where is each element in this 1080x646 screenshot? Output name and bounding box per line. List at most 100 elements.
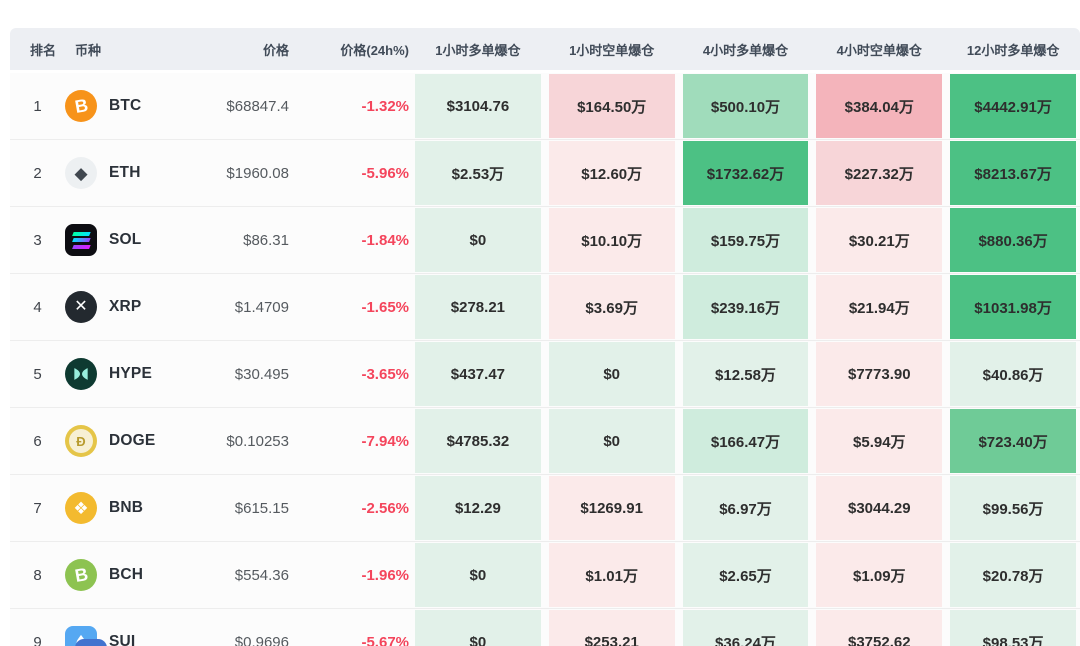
eth-icon: ◆	[65, 157, 97, 189]
rank-cell: 7	[33, 499, 42, 517]
liq-1h-short-cell: $0	[545, 408, 679, 474]
header-1h-long-liq: 1小时多单爆仓	[435, 42, 521, 58]
liq-12h-long-cell: $4442.91万	[946, 73, 1080, 139]
table-row[interactable]: 4 ✕ XRP $1.4709 -1.65% $278.21 $3.69万 $239…	[10, 274, 1080, 341]
rank-cell: 5	[33, 365, 42, 383]
hype-icon	[65, 358, 97, 390]
coin-cell: SOL	[65, 207, 215, 273]
liq-1h-long-cell: $2.53万	[411, 140, 545, 206]
table-row[interactable]: 5 HYPE $30.495 -3.65% $437.47 $0 $12.58万 $7…	[10, 341, 1080, 408]
liq-12h-long-cell: $20.78万	[946, 542, 1080, 608]
liq-4h-long-cell: $36.24万	[679, 609, 813, 646]
change-24h-cell: -2.56%	[361, 499, 409, 517]
liq-4h-short-cell: $30.21万	[812, 207, 946, 273]
liq-12h-long-cell: $8213.67万	[946, 140, 1080, 206]
liq-1h-short-cell: $1.01万	[545, 542, 679, 608]
liq-1h-long-cell: $4785.32	[411, 408, 545, 474]
liq-1h-short-cell: $12.60万	[545, 140, 679, 206]
table-header-row: 排名 币种 价格 价格(24h%) 1小时多单爆仓 1小时空单爆仓 4小时多单爆…	[10, 28, 1080, 70]
liq-1h-short-cell: $253.21	[545, 609, 679, 646]
header-1h-short-liq: 1小时空单爆仓	[569, 42, 655, 58]
rank-cell: 9	[33, 633, 42, 646]
liq-12h-long-cell: $40.86万	[946, 341, 1080, 407]
liq-4h-long-cell: $1732.62万	[679, 140, 813, 206]
liq-1h-long-cell: $0	[411, 609, 545, 646]
liq-1h-long-cell: $12.29	[411, 475, 545, 541]
coin-symbol: BNB	[109, 499, 144, 516]
liq-4h-short-cell: $7773.90	[812, 341, 946, 407]
coin-symbol: XRP	[109, 298, 142, 315]
liq-1h-short-cell: $10.10万	[545, 207, 679, 273]
next-row-coin-icon-partial	[75, 639, 107, 646]
change-24h-cell: -1.84%	[361, 231, 409, 249]
liq-1h-long-cell: $437.47	[411, 341, 545, 407]
liq-12h-long-cell: $99.56万	[946, 475, 1080, 541]
price-cell: $86.31	[243, 231, 289, 249]
liq-12h-long-cell: $98.53万	[946, 609, 1080, 646]
liq-4h-short-cell: $5.94万	[812, 408, 946, 474]
table-row[interactable]: 8 B BCH $554.36 -1.96% $0 $1.01万 $2.65万 $1.…	[10, 542, 1080, 609]
liq-4h-long-cell: $12.58万	[679, 341, 813, 407]
price-cell: $1.4709	[234, 298, 289, 316]
coin-cell: B BCH	[65, 542, 215, 608]
liq-4h-short-cell: $1.09万	[812, 542, 946, 608]
liq-1h-long-cell: $278.21	[411, 274, 545, 340]
header-change-24h: 价格(24h%)	[340, 42, 409, 58]
btc-icon: B	[65, 90, 97, 122]
table-row[interactable]: 9 SUI $0.9696 -5.67% $0 $253.21 $36.24万 $37…	[10, 609, 1080, 646]
rank-cell: 3	[33, 231, 42, 249]
liq-4h-short-cell: $227.32万	[812, 140, 946, 206]
change-24h-cell: -1.65%	[361, 298, 409, 316]
coin-cell: ❖ BNB	[65, 475, 215, 541]
change-24h-cell: -3.65%	[361, 365, 409, 383]
table-row[interactable]: 1 B BTC $68847.4 -1.32% $3104.76 $164.50万…	[10, 73, 1080, 140]
liq-1h-short-cell: $3.69万	[545, 274, 679, 340]
change-24h-cell: -5.67%	[361, 633, 409, 646]
coin-symbol: SUI	[109, 633, 136, 646]
table-row[interactable]: 2 ◆ ETH $1960.08 -5.96% $2.53万 $12.60万 $17…	[10, 140, 1080, 207]
coin-cell: B BTC	[65, 73, 215, 139]
xrp-icon: ✕	[65, 291, 97, 323]
price-cell: $30.495	[234, 365, 289, 383]
coin-symbol: BTC	[109, 97, 142, 114]
header-4h-long-liq: 4小时多单爆仓	[702, 42, 789, 58]
coin-symbol: ETH	[109, 164, 141, 181]
price-cell: $615.15	[234, 499, 289, 517]
table-row[interactable]: 7 ❖ BNB $615.15 -2.56% $12.29 $1269.91 $6.…	[10, 475, 1080, 542]
coin-cell: ✕ XRP	[65, 274, 215, 340]
coin-symbol: DOGE	[109, 432, 156, 449]
coin-symbol: HYPE	[109, 365, 153, 382]
rank-cell: 1	[33, 97, 42, 115]
change-24h-cell: -1.96%	[361, 566, 409, 584]
coin-cell: ◆ ETH	[65, 140, 215, 206]
price-cell: $1960.08	[226, 164, 289, 182]
change-24h-cell: -5.96%	[361, 164, 409, 182]
liq-1h-short-cell: $1269.91	[545, 475, 679, 541]
price-cell: $554.36	[234, 566, 289, 584]
liq-4h-long-cell: $500.10万	[679, 73, 813, 139]
coin-symbol: SOL	[109, 231, 142, 248]
liq-1h-long-cell: $0	[411, 542, 545, 608]
sol-icon	[65, 224, 97, 256]
price-cell: $0.9696	[234, 633, 289, 646]
liq-1h-long-cell: $0	[411, 207, 545, 273]
rank-cell: 6	[33, 432, 42, 450]
liq-4h-short-cell: $3044.29	[812, 475, 946, 541]
bnb-icon: ❖	[65, 492, 97, 524]
liq-4h-short-cell: $3752.62	[812, 609, 946, 646]
table-row[interactable]: 3 SOL $86.31 -1.84% $0 $10.10万 $159.75万 $30…	[10, 207, 1080, 274]
table-row[interactable]: 6 Ð DOGE $0.10253 -7.94% $4785.32 $0 $166.…	[10, 408, 1080, 475]
table-body: 1 B BTC $68847.4 -1.32% $3104.76 $164.50万…	[10, 73, 1080, 646]
liq-12h-long-cell: $723.40万	[946, 408, 1080, 474]
header-coin: 币种	[75, 42, 102, 58]
rank-cell: 2	[33, 164, 42, 182]
liq-1h-long-cell: $3104.76	[411, 73, 545, 139]
header-4h-short-liq: 4小时空单爆仓	[836, 42, 922, 58]
coin-cell: HYPE	[65, 341, 215, 407]
price-cell: $0.10253	[226, 432, 289, 450]
coin-symbol: BCH	[109, 566, 144, 583]
change-24h-cell: -7.94%	[361, 432, 409, 450]
liq-4h-long-cell: $239.16万	[679, 274, 813, 340]
change-24h-cell: -1.32%	[361, 97, 409, 115]
liq-1h-short-cell: $164.50万	[545, 73, 679, 139]
